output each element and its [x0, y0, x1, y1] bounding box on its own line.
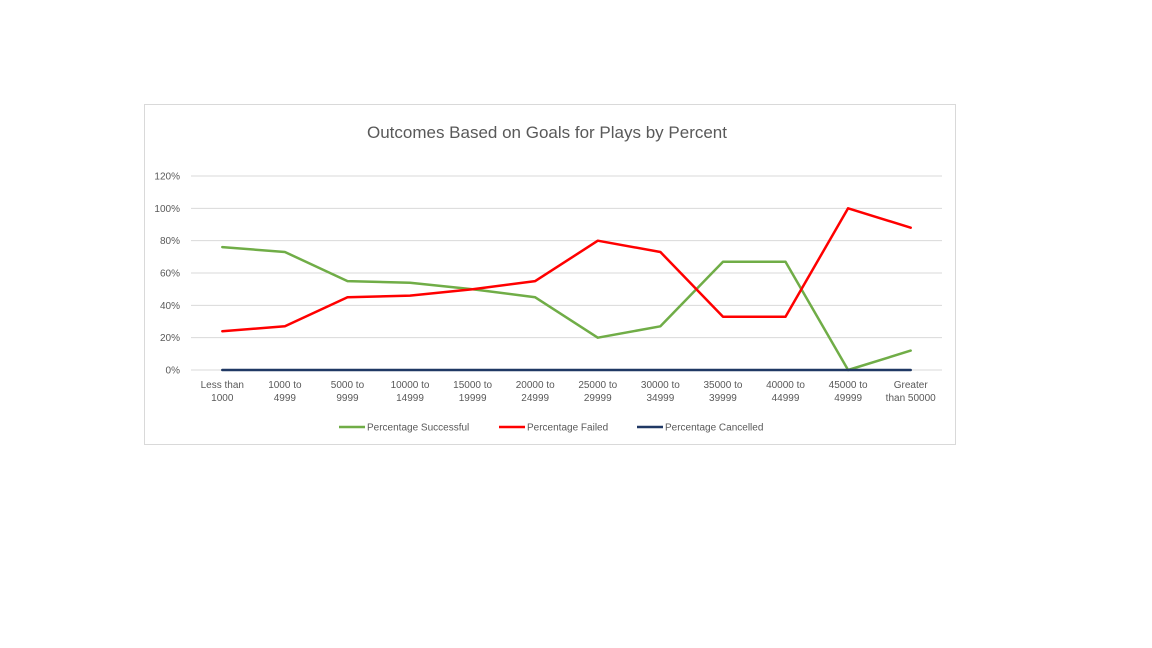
y-tick-label: 100%: [154, 204, 180, 215]
legend-label: Percentage Successful: [367, 423, 469, 434]
x-tick-label: 40000 to 44999: [766, 380, 805, 404]
series-line: [221, 207, 912, 333]
legend: Percentage Successful Percentage Failed Pe…: [339, 423, 763, 434]
y-tick-label: 20%: [160, 333, 180, 344]
x-tick-label: 10000 to 14999: [391, 380, 430, 404]
x-tick-label: 30000 to 34999: [641, 380, 680, 404]
chart-frame: Outcomes Based on Goals for Plays by Per…: [144, 104, 956, 445]
legend-label: Percentage Cancelled: [665, 423, 763, 434]
y-tick-label: 120%: [154, 172, 180, 183]
y-tick-label: 60%: [160, 269, 180, 280]
x-tick-label: 1000 to 4999: [268, 380, 302, 404]
x-tick-label: 5000 to 9999: [331, 380, 365, 404]
x-tick-label: Greater than 50000: [886, 380, 936, 404]
y-tick-label: 0%: [166, 366, 181, 377]
series-lines: [221, 207, 912, 372]
x-axis-labels: Less than 1000 1000 to 4999 5000 to 9999 10000…: [201, 380, 937, 404]
y-axis-labels: 0% 20% 40% 60% 80% 100% 120%: [154, 172, 180, 377]
series-line: [221, 245, 912, 372]
y-tick-label: 40%: [160, 301, 180, 312]
gridlines: [191, 175, 942, 371]
legend-label: Percentage Failed: [527, 423, 608, 434]
x-tick-label: 15000 to 19999: [453, 380, 492, 404]
line-chart: Outcomes Based on Goals for Plays by Per…: [154, 123, 942, 434]
x-tick-label: 35000 to 39999: [703, 380, 742, 404]
x-tick-label: Less than 1000: [201, 380, 244, 404]
x-tick-label: 45000 to 49999: [829, 380, 868, 404]
chart-title: Outcomes Based on Goals for Plays by Per…: [367, 123, 727, 142]
x-tick-label: 25000 to 29999: [578, 380, 617, 404]
y-tick-label: 80%: [160, 236, 180, 247]
x-tick-label: 20000 to 24999: [516, 380, 555, 404]
